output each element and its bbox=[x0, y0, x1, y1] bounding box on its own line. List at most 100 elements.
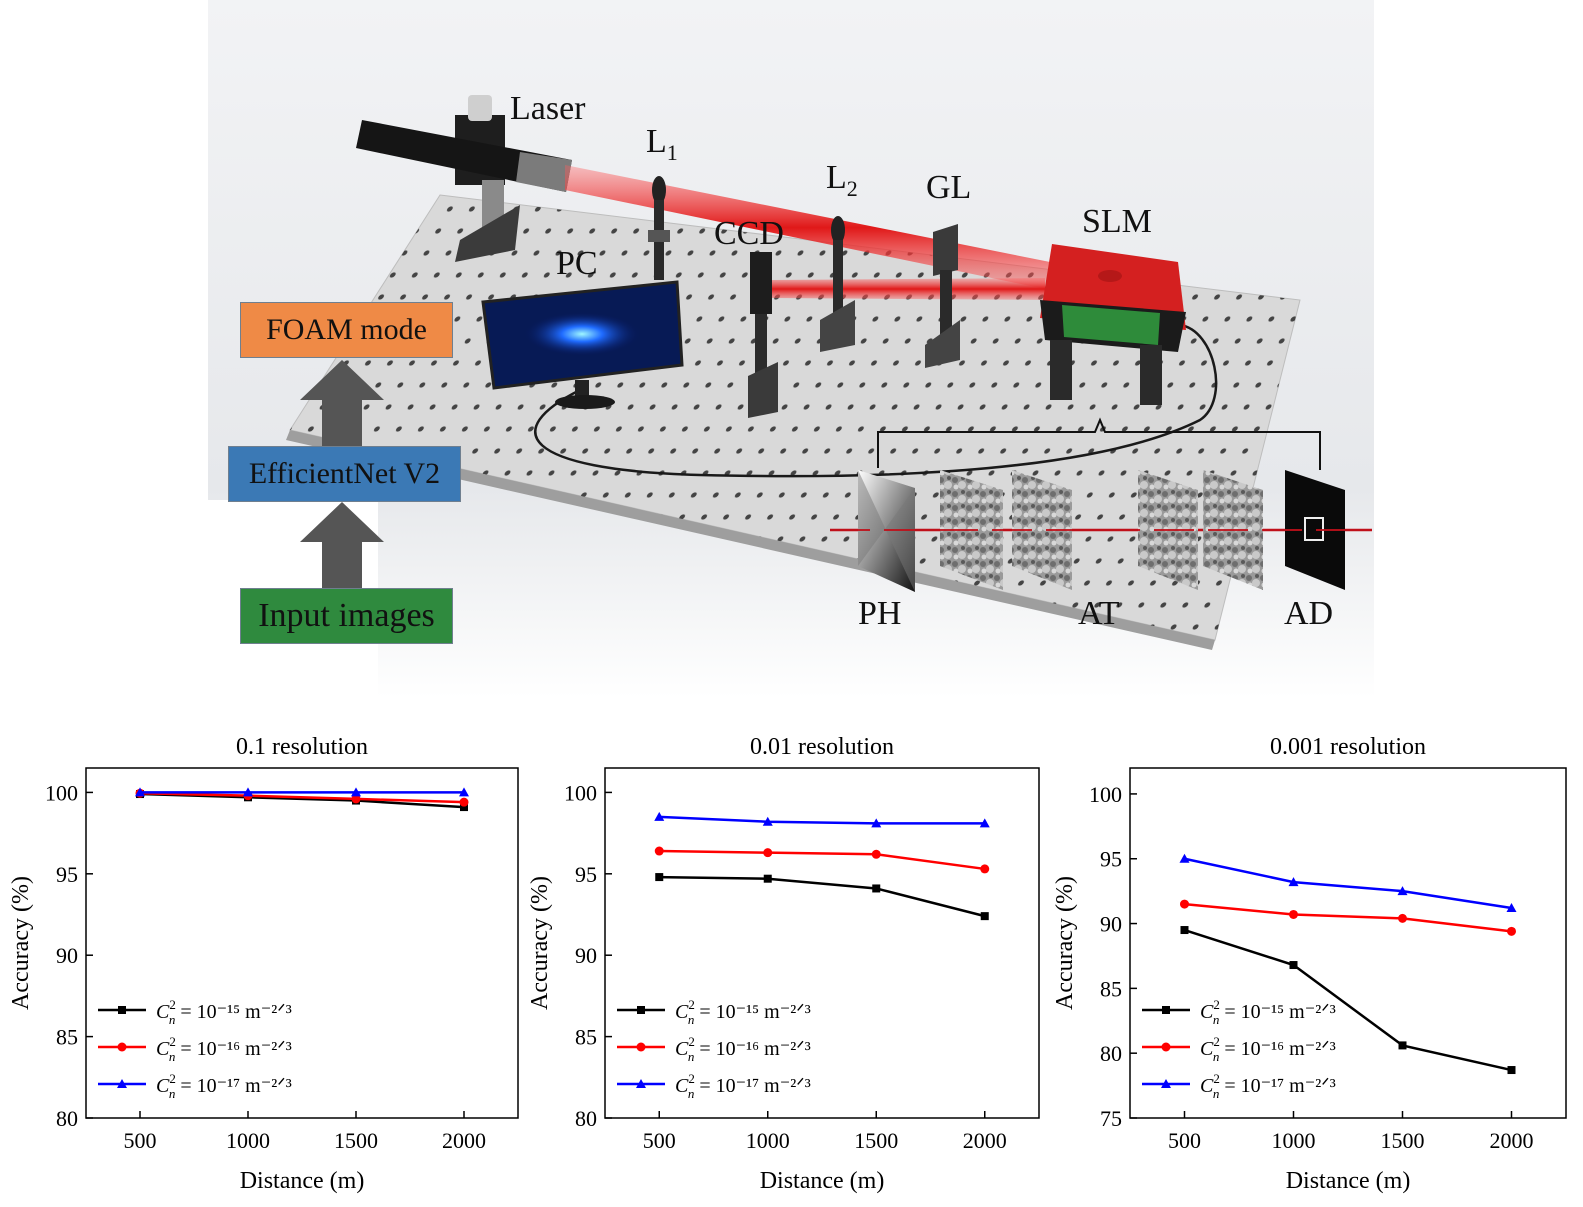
turbulence-plate-2 bbox=[1012, 470, 1072, 590]
legend-marker bbox=[1162, 1006, 1170, 1014]
label-l2: L2 bbox=[826, 159, 858, 201]
y-axis-label: Accuracy (%) bbox=[1052, 876, 1078, 1010]
data-point bbox=[351, 787, 361, 797]
chart-title: 0.01 resolution bbox=[750, 734, 894, 760]
experimental-setup-illustration: Laser L1 L2 GL SLM CCD PC PH AT AD bbox=[208, 0, 1374, 700]
data-point bbox=[1289, 909, 1298, 919]
label-gl: GL bbox=[926, 169, 971, 206]
legend-marker bbox=[637, 1006, 645, 1014]
data-point bbox=[979, 818, 990, 828]
laser-beam-to-slm bbox=[565, 165, 1050, 290]
x-tick-label: 2000 bbox=[963, 1128, 1007, 1153]
data-point bbox=[654, 846, 664, 856]
plot-frame bbox=[604, 767, 1040, 1119]
data-point bbox=[654, 811, 665, 821]
data-point bbox=[1398, 1041, 1407, 1050]
y-tick-label: 85 bbox=[575, 1025, 597, 1050]
data-point bbox=[1507, 926, 1516, 936]
data-point bbox=[980, 912, 989, 921]
x-tick-label: 500 bbox=[124, 1128, 157, 1153]
y-tick-label: 75 bbox=[1100, 1106, 1122, 1131]
data-point bbox=[763, 848, 773, 858]
series-line bbox=[1184, 857, 1512, 910]
label-laser: Laser bbox=[510, 90, 586, 127]
legend-label: C2 n = 10⁻¹⁶ m⁻²ᐟ³ bbox=[156, 1034, 292, 1064]
legend-marker bbox=[1161, 1079, 1171, 1088]
x-tick-label: 2000 bbox=[442, 1128, 486, 1153]
x-axis-label: Distance (m) bbox=[760, 1168, 885, 1194]
data-point bbox=[872, 884, 881, 893]
legend-label: C2 n = 10⁻¹⁵ m⁻²ᐟ³ bbox=[675, 997, 811, 1027]
y-axis-label: Accuracy (%) bbox=[527, 876, 553, 1010]
plot-frame bbox=[85, 767, 519, 1119]
chart-title: 0.001 resolution bbox=[1270, 734, 1426, 760]
data-point bbox=[1179, 853, 1190, 863]
data-point bbox=[351, 794, 361, 804]
x-axis-label: Distance (m) bbox=[1286, 1168, 1411, 1194]
legend-marker bbox=[118, 1006, 126, 1014]
legend-label: C2 n = 10⁻¹⁵ m⁻²ᐟ³ bbox=[156, 997, 292, 1027]
data-point bbox=[460, 803, 468, 812]
data-point bbox=[763, 874, 772, 883]
series-line bbox=[659, 815, 985, 825]
chart-1: 0.1 resolution 500 1000 1500 2000 80 85 90 95 100… bbox=[8, 734, 519, 1194]
y-tick-label: 100 bbox=[45, 780, 78, 805]
y-tick-label: 80 bbox=[56, 1106, 78, 1131]
pc-monitor bbox=[481, 280, 684, 409]
chart-2: 0.01 resolution 500 1000 1500 2000 80 85 90 95 10… bbox=[527, 734, 1040, 1194]
data-point bbox=[1180, 926, 1189, 935]
series-line bbox=[659, 849, 985, 871]
y-tick-label: 85 bbox=[1100, 976, 1122, 1001]
label-pc: PC bbox=[556, 245, 598, 282]
data-point bbox=[1507, 1066, 1516, 1075]
label-l1: L1 bbox=[646, 123, 678, 165]
y-tick-label: 90 bbox=[56, 943, 78, 968]
legend-marker bbox=[117, 1042, 127, 1052]
x-tick-label: 1500 bbox=[1381, 1128, 1425, 1153]
arrow-up-upper bbox=[300, 360, 384, 446]
y-tick-label: 80 bbox=[1100, 1041, 1122, 1066]
x-axis-label: Distance (m) bbox=[240, 1168, 365, 1194]
chart-title: 0.1 resolution bbox=[236, 734, 368, 760]
data-point bbox=[135, 787, 145, 797]
legend-marker bbox=[1161, 1042, 1171, 1052]
y-tick-label: 80 bbox=[575, 1106, 597, 1131]
slm-device bbox=[1040, 244, 1186, 405]
legend-label: C2 n = 10⁻¹⁶ m⁻²ᐟ³ bbox=[1200, 1034, 1336, 1064]
legend-label: C2 n = 10⁻¹⁷ m⁻²ᐟ³ bbox=[675, 1071, 811, 1101]
legend-label: C2 n = 10⁻¹⁷ m⁻²ᐟ³ bbox=[156, 1071, 292, 1101]
x-tick-label: 500 bbox=[643, 1128, 676, 1153]
flow-box-input-images: Input images bbox=[240, 588, 453, 644]
data-point bbox=[1506, 903, 1517, 912]
ccd-camera bbox=[748, 252, 778, 418]
lens-l2 bbox=[820, 216, 855, 352]
x-tick-label: 1000 bbox=[746, 1128, 790, 1153]
x-tick-label: 500 bbox=[1168, 1128, 1201, 1153]
flow-box-foam-mode: FOAM mode bbox=[240, 302, 453, 358]
x-tick-label: 1500 bbox=[334, 1128, 378, 1153]
legend-label: C2 n = 10⁻¹⁶ m⁻²ᐟ³ bbox=[675, 1034, 811, 1064]
data-point bbox=[1180, 899, 1189, 909]
arrow-up-lower bbox=[300, 502, 384, 588]
y-tick-label: 100 bbox=[1089, 782, 1122, 807]
label-ph: PH bbox=[858, 595, 901, 632]
label-ccd: CCD bbox=[714, 215, 784, 252]
y-tick-label: 90 bbox=[1100, 912, 1122, 937]
data-point bbox=[1289, 961, 1298, 970]
series-line bbox=[139, 791, 465, 804]
plot-frame bbox=[1129, 767, 1567, 1119]
chart-3: 0.001 resolution 500 1000 1500 2000 75 80 85 90 9… bbox=[1052, 734, 1567, 1194]
series-line bbox=[659, 875, 986, 918]
laser-device bbox=[356, 95, 572, 262]
cable bbox=[534, 323, 1218, 478]
data-point bbox=[459, 787, 469, 797]
legend-label: C2 n = 10⁻¹⁷ m⁻²ᐟ³ bbox=[1200, 1071, 1336, 1101]
data-point bbox=[762, 816, 773, 826]
glan-prism bbox=[925, 224, 960, 368]
x-tick-label: 1000 bbox=[1272, 1128, 1316, 1153]
series-line bbox=[1184, 928, 1512, 1072]
data-point bbox=[243, 787, 253, 797]
x-tick-label: 2000 bbox=[1490, 1128, 1534, 1153]
lens-l1 bbox=[648, 176, 670, 280]
